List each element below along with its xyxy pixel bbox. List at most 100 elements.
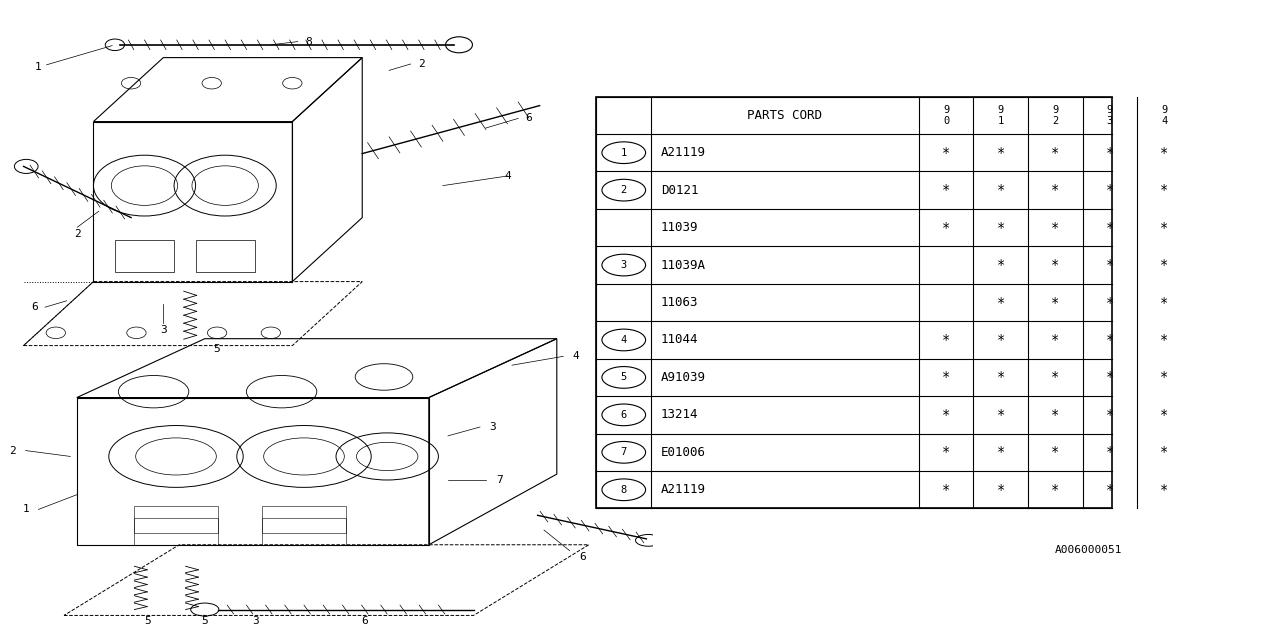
Text: *: * bbox=[1106, 408, 1114, 422]
Text: *: * bbox=[997, 408, 1005, 422]
Text: *: * bbox=[1160, 296, 1169, 310]
Bar bbox=[134, 518, 218, 545]
Text: *: * bbox=[1051, 483, 1060, 497]
Text: A21119: A21119 bbox=[660, 483, 707, 496]
Text: 6: 6 bbox=[621, 410, 627, 420]
Text: 1: 1 bbox=[35, 45, 113, 72]
Text: *: * bbox=[1106, 146, 1114, 160]
Text: 3: 3 bbox=[621, 260, 627, 270]
Text: 4: 4 bbox=[572, 351, 580, 362]
Text: *: * bbox=[1160, 333, 1169, 347]
Text: *: * bbox=[942, 183, 950, 197]
Text: 11039A: 11039A bbox=[660, 259, 707, 271]
Text: *: * bbox=[1160, 258, 1169, 272]
Text: *: * bbox=[1106, 445, 1114, 460]
Text: 3: 3 bbox=[160, 324, 166, 335]
Text: 2: 2 bbox=[419, 59, 425, 69]
Bar bbox=[115, 240, 174, 272]
Text: D0121: D0121 bbox=[660, 184, 699, 196]
Text: 3: 3 bbox=[252, 616, 260, 627]
Text: A21119: A21119 bbox=[660, 146, 707, 159]
Text: 2: 2 bbox=[9, 445, 17, 456]
Text: 4: 4 bbox=[621, 335, 627, 345]
Text: *: * bbox=[942, 221, 950, 235]
Text: *: * bbox=[1106, 296, 1114, 310]
Text: *: * bbox=[1051, 408, 1060, 422]
Text: *: * bbox=[1106, 333, 1114, 347]
Text: *: * bbox=[942, 483, 950, 497]
Text: PARTS CORD: PARTS CORD bbox=[748, 109, 823, 122]
Text: 5: 5 bbox=[621, 372, 627, 383]
Text: *: * bbox=[997, 183, 1005, 197]
Text: *: * bbox=[1106, 371, 1114, 385]
Text: *: * bbox=[942, 333, 950, 347]
Text: 11039: 11039 bbox=[660, 221, 699, 234]
Text: *: * bbox=[1160, 221, 1169, 235]
Text: 9
3: 9 3 bbox=[1107, 105, 1114, 125]
Text: *: * bbox=[997, 146, 1005, 160]
Text: A006000051: A006000051 bbox=[1055, 545, 1123, 555]
Text: 1: 1 bbox=[621, 148, 627, 157]
Circle shape bbox=[602, 479, 645, 500]
Text: *: * bbox=[1051, 333, 1060, 347]
Text: *: * bbox=[942, 445, 950, 460]
Text: *: * bbox=[1160, 371, 1169, 385]
Text: *: * bbox=[1106, 221, 1114, 235]
Text: A91039: A91039 bbox=[660, 371, 707, 384]
Text: *: * bbox=[1051, 445, 1060, 460]
Text: *: * bbox=[1106, 483, 1114, 497]
Circle shape bbox=[602, 179, 645, 201]
Text: 2: 2 bbox=[74, 228, 81, 239]
Text: *: * bbox=[1106, 183, 1114, 197]
Circle shape bbox=[602, 329, 645, 351]
Circle shape bbox=[602, 442, 645, 463]
Circle shape bbox=[602, 404, 645, 426]
Text: *: * bbox=[1160, 146, 1169, 160]
Text: 6: 6 bbox=[579, 552, 586, 561]
Bar bbox=[134, 506, 218, 533]
Text: *: * bbox=[1160, 183, 1169, 197]
Text: 3: 3 bbox=[489, 422, 497, 432]
Text: *: * bbox=[942, 371, 950, 385]
Text: 5: 5 bbox=[214, 344, 220, 354]
Text: 11044: 11044 bbox=[660, 333, 699, 346]
Circle shape bbox=[602, 254, 645, 276]
Text: 6: 6 bbox=[361, 616, 369, 627]
Text: E01006: E01006 bbox=[660, 446, 707, 459]
Text: 7: 7 bbox=[495, 475, 503, 485]
Text: *: * bbox=[997, 371, 1005, 385]
Circle shape bbox=[602, 367, 645, 388]
Text: *: * bbox=[997, 483, 1005, 497]
Bar bbox=[262, 518, 346, 545]
Text: *: * bbox=[1051, 221, 1060, 235]
Text: *: * bbox=[1160, 445, 1169, 460]
Text: 11063: 11063 bbox=[660, 296, 699, 309]
Text: 8: 8 bbox=[621, 484, 627, 495]
Text: *: * bbox=[997, 221, 1005, 235]
Text: 5: 5 bbox=[143, 616, 151, 627]
Bar bbox=[596, 97, 1112, 509]
Bar bbox=[196, 240, 255, 272]
Text: 1: 1 bbox=[22, 504, 29, 515]
Text: *: * bbox=[1051, 183, 1060, 197]
Text: *: * bbox=[942, 408, 950, 422]
Text: *: * bbox=[942, 146, 950, 160]
Bar bbox=[262, 506, 346, 533]
Text: *: * bbox=[997, 333, 1005, 347]
Text: 9
0: 9 0 bbox=[943, 105, 950, 125]
Text: 5: 5 bbox=[201, 616, 209, 627]
Text: *: * bbox=[1051, 371, 1060, 385]
Text: 4: 4 bbox=[504, 171, 511, 181]
Text: 6: 6 bbox=[31, 302, 37, 312]
Text: *: * bbox=[1051, 146, 1060, 160]
Text: *: * bbox=[997, 258, 1005, 272]
Text: *: * bbox=[997, 445, 1005, 460]
Text: 2: 2 bbox=[621, 185, 627, 195]
Text: 6: 6 bbox=[526, 113, 532, 124]
Text: 8: 8 bbox=[305, 36, 312, 47]
Text: *: * bbox=[1106, 258, 1114, 272]
Text: *: * bbox=[1160, 483, 1169, 497]
Text: *: * bbox=[1160, 408, 1169, 422]
Text: *: * bbox=[1051, 258, 1060, 272]
Text: 9
1: 9 1 bbox=[997, 105, 1004, 125]
